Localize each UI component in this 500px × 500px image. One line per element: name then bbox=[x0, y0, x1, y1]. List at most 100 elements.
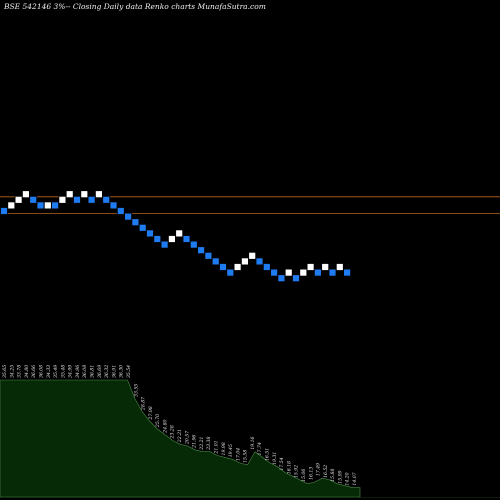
price-label: 23.38 bbox=[206, 437, 212, 451]
down-brick bbox=[313, 268, 322, 277]
up-brick bbox=[7, 201, 16, 210]
price-label: 20.57 bbox=[184, 431, 190, 445]
up-brick bbox=[21, 190, 30, 199]
volume-fill bbox=[0, 379, 361, 498]
down-brick bbox=[343, 268, 352, 277]
price-label: 15.92 bbox=[294, 465, 300, 478]
price-label: 15.99 bbox=[337, 470, 343, 483]
price-label: 34.96 bbox=[75, 365, 81, 378]
price-label: 33.78 bbox=[17, 365, 23, 378]
down-brick bbox=[131, 218, 140, 227]
price-label: 19.45 bbox=[228, 444, 234, 457]
price-label: 14.20 bbox=[345, 472, 351, 485]
up-brick bbox=[14, 195, 23, 204]
price-label: 36.69 bbox=[97, 365, 103, 378]
price-label: 22.21 bbox=[177, 429, 183, 443]
price-label: 35.65 bbox=[2, 365, 8, 378]
down-brick bbox=[204, 251, 213, 260]
price-label: 19.31 bbox=[272, 452, 278, 465]
price-label: 17.49 bbox=[316, 463, 322, 476]
up-brick bbox=[65, 190, 74, 199]
up-brick bbox=[233, 263, 242, 271]
price-label: 34.99 bbox=[68, 365, 74, 378]
price-label: 36.08 bbox=[39, 365, 45, 378]
price-label: 25.70 bbox=[155, 414, 161, 428]
up-brick bbox=[306, 263, 315, 271]
down-brick bbox=[116, 207, 125, 215]
down-brick bbox=[109, 201, 118, 210]
renko-bricks bbox=[0, 190, 352, 283]
down-brick bbox=[277, 274, 286, 283]
price-label: 36.30 bbox=[119, 365, 125, 378]
price-label: 15.88 bbox=[330, 469, 336, 482]
down-brick bbox=[87, 195, 96, 204]
up-brick bbox=[335, 263, 344, 271]
down-brick bbox=[124, 212, 132, 221]
down-brick bbox=[102, 195, 111, 204]
price-label: 17.74 bbox=[257, 442, 263, 455]
up-brick bbox=[175, 229, 184, 238]
price-labels: 35.65 34.25 33.78 34.80 36.66 36.08 34.33 35.49… bbox=[2, 365, 358, 486]
price-label: 21.01 bbox=[213, 440, 219, 454]
price-label: 16.52 bbox=[323, 465, 329, 478]
price-label: 35.49 bbox=[53, 365, 59, 378]
price-label: 34.33 bbox=[46, 365, 52, 378]
price-label: 15.06 bbox=[301, 469, 307, 482]
price-label: 23.28 bbox=[170, 425, 176, 439]
price-label: 28.87 bbox=[140, 397, 146, 411]
down-brick bbox=[51, 201, 59, 210]
down-brick bbox=[270, 268, 279, 277]
down-brick bbox=[73, 195, 81, 204]
down-brick bbox=[197, 246, 206, 255]
down-brick bbox=[226, 268, 235, 277]
up-brick bbox=[284, 268, 293, 277]
volume-area bbox=[0, 379, 500, 498]
down-brick bbox=[255, 257, 264, 266]
price-label: 17.04 bbox=[235, 448, 241, 461]
up-brick bbox=[240, 257, 249, 266]
price-label: 16.13 bbox=[308, 467, 314, 480]
price-label: 36.66 bbox=[31, 365, 37, 378]
down-brick bbox=[138, 223, 147, 232]
price-label: 35.48 bbox=[60, 365, 66, 378]
down-brick bbox=[160, 240, 169, 249]
price-label: 34.80 bbox=[24, 365, 30, 378]
down-brick bbox=[146, 229, 154, 238]
down-brick bbox=[262, 263, 271, 271]
up-brick bbox=[95, 190, 103, 199]
down-brick bbox=[153, 235, 162, 243]
down-brick bbox=[182, 235, 191, 243]
down-brick bbox=[36, 201, 45, 210]
price-label: 14.07 bbox=[352, 472, 358, 485]
price-label: 16.18 bbox=[286, 461, 292, 474]
up-brick bbox=[167, 235, 176, 243]
price-label: 34.25 bbox=[9, 365, 15, 378]
price-label: 35.54 bbox=[126, 365, 132, 378]
price-label: 22.21 bbox=[199, 436, 205, 450]
chart-title: BSE 542146 3%-- Closing Daily data Renko… bbox=[3, 2, 266, 11]
price-label: 15.58 bbox=[243, 450, 249, 463]
down-brick bbox=[328, 268, 337, 277]
price-label: 17.54 bbox=[279, 457, 285, 470]
down-brick bbox=[211, 257, 220, 266]
price-label: 36.32 bbox=[104, 365, 110, 378]
down-brick bbox=[29, 195, 38, 204]
price-label: 16.51 bbox=[265, 448, 271, 461]
price-label: 19.16 bbox=[250, 436, 256, 449]
up-brick bbox=[43, 201, 52, 210]
down-brick bbox=[189, 240, 198, 249]
up-brick bbox=[80, 190, 89, 199]
up-brick bbox=[299, 268, 308, 277]
price-label: 36.91 bbox=[111, 365, 117, 378]
price-label: 36.08 bbox=[82, 365, 88, 378]
up-brick bbox=[321, 263, 330, 271]
down-brick bbox=[292, 274, 300, 283]
price-label: 27.98 bbox=[148, 406, 154, 420]
down-brick bbox=[0, 207, 8, 215]
down-brick bbox=[219, 263, 227, 271]
up-brick bbox=[248, 251, 257, 260]
up-brick bbox=[58, 195, 67, 204]
price-label: 19.98 bbox=[221, 442, 227, 455]
price-label: 24.80 bbox=[162, 419, 168, 433]
